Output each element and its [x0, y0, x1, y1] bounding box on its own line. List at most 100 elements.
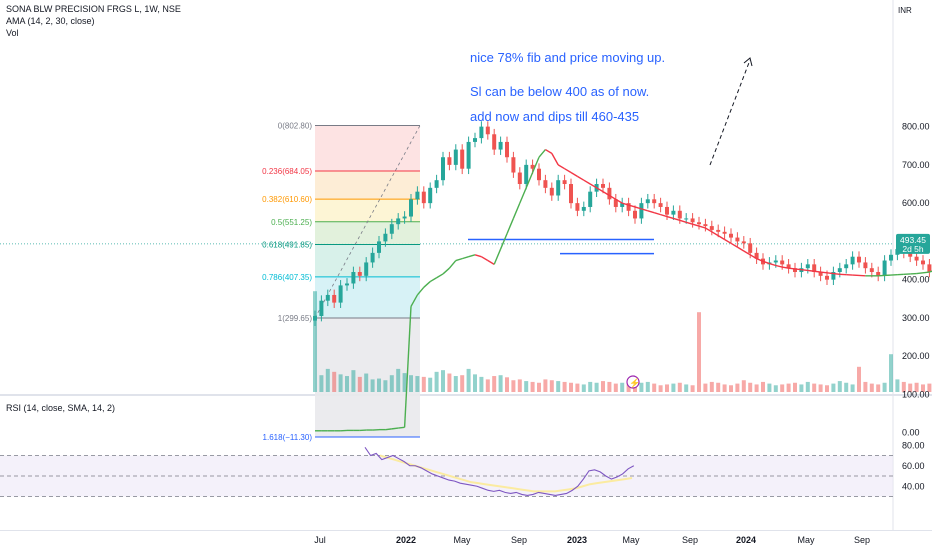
ama-segment [584, 180, 590, 184]
ama-segment [392, 428, 398, 429]
ama-segment [654, 213, 660, 215]
volume-bar [863, 382, 867, 392]
volume-bar [883, 383, 887, 392]
ama-segment [449, 261, 455, 269]
volume-bar [441, 370, 445, 392]
candle-body [441, 157, 445, 180]
candle-body [473, 138, 477, 142]
volume-bar [537, 383, 541, 392]
volume-bar [454, 376, 458, 392]
ama-segment [737, 247, 743, 251]
candle-body [492, 134, 496, 149]
candle-body [575, 203, 579, 211]
volume-bar [371, 379, 375, 392]
candle-body [646, 199, 650, 203]
candle-body [607, 188, 611, 199]
candle-body [601, 184, 605, 188]
candle-body [838, 268, 842, 272]
volume-bar [364, 374, 368, 392]
ama-segment [814, 271, 820, 272]
ama-segment [795, 269, 801, 270]
time-tick-label: Sep [854, 535, 870, 545]
ama-segment [469, 255, 475, 257]
candle-body [723, 232, 727, 234]
price-tick-label: 600.00 [902, 198, 930, 208]
volume-bar [806, 382, 810, 392]
ama-segment [456, 259, 462, 261]
candle-body [556, 180, 560, 195]
volume-bar [889, 354, 893, 392]
fib-zone [315, 126, 420, 171]
candle-body [588, 192, 592, 207]
candle-body [710, 226, 714, 230]
volume-bar [761, 382, 765, 392]
volume-bar [876, 384, 880, 392]
candle-body [332, 295, 336, 303]
volume-bar [799, 384, 803, 392]
volume-bar [383, 380, 387, 392]
candle-body [729, 234, 733, 238]
volume-bar [652, 384, 656, 392]
ama-segment [821, 272, 827, 273]
volume-bar [447, 374, 451, 392]
volume-bar [819, 384, 823, 392]
fib-level-label: 1(299.65) [278, 314, 313, 323]
price-tick-label: 100.00 [902, 389, 930, 399]
ama-segment [462, 257, 468, 259]
ama-segment [552, 153, 558, 164]
price-axis[interactable]: 800.00700.00600.00500.00400.00300.00200.… [896, 122, 930, 438]
ama-segment [481, 257, 487, 261]
volume-bar [659, 385, 663, 392]
ama-segment [501, 234, 507, 249]
candle-body [774, 261, 778, 263]
candle-body [319, 301, 323, 316]
ama-segment [725, 239, 731, 243]
candle-body [569, 184, 573, 203]
candle-body [742, 241, 746, 243]
volume-bar [595, 383, 599, 392]
volume-bar [895, 379, 899, 392]
candle-body [582, 207, 586, 211]
rsi-tick-label: 40.00 [902, 481, 925, 491]
candle-body [851, 257, 855, 265]
volume-bar [428, 378, 432, 392]
ama-segment [385, 429, 391, 430]
volume-bar [703, 384, 707, 392]
horizontal-levels[interactable] [468, 239, 654, 253]
candle-body [351, 272, 355, 283]
projection-arrow [710, 60, 750, 165]
fib-zone [315, 171, 420, 199]
annotation-text: nice 78% fib and price moving up. [470, 50, 665, 65]
candle-body [857, 257, 861, 263]
annotation-text: add now and dips till 460-435 [470, 109, 639, 124]
ama-segment [494, 249, 500, 264]
volume-bar [575, 384, 579, 392]
volume-bar [787, 384, 791, 392]
volume-bar [748, 383, 752, 392]
volume-bar [857, 367, 861, 392]
candle-body [735, 238, 739, 242]
volume-bar [831, 384, 835, 392]
ama-segment [424, 282, 430, 288]
volume-bar [851, 384, 855, 392]
volume-bar [671, 384, 675, 392]
candle-body [518, 173, 522, 184]
volume-bar [358, 377, 362, 392]
volume-bar [435, 372, 439, 392]
candle-body [505, 142, 509, 157]
candle-body [697, 222, 701, 224]
candle-body [639, 203, 643, 218]
candle-body [780, 261, 784, 265]
volume-bar [377, 379, 381, 392]
volume-bar [556, 381, 560, 392]
annotation-text: Sl can be below 400 as of now. [470, 84, 649, 99]
time-tick-label: 2023 [567, 535, 587, 545]
ama-segment [731, 243, 737, 247]
volume-bar [710, 382, 714, 392]
symbol-title: SONA BLW PRECISION FRGS L, 1W, NSE [6, 3, 181, 15]
volume-bar [646, 382, 650, 392]
